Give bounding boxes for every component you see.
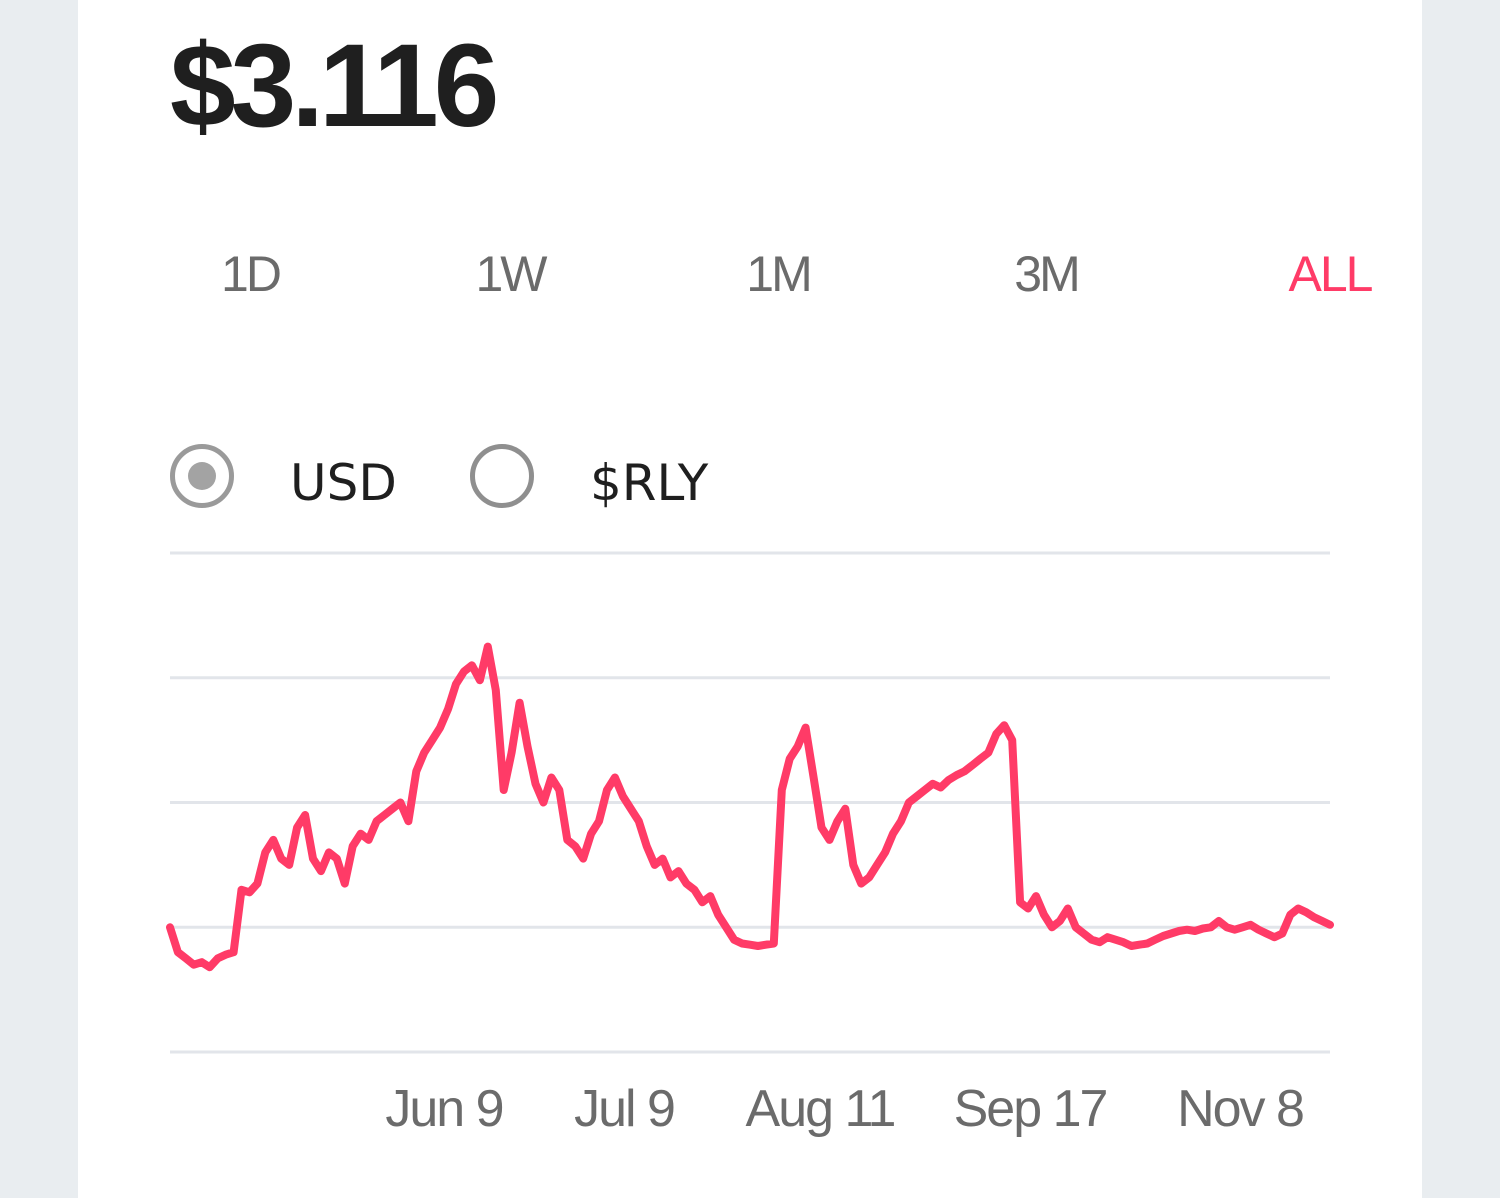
tab-3m[interactable]: 3M [1014, 246, 1080, 302]
price-line [166, 642, 1334, 972]
tab-1m[interactable]: 1M [746, 246, 812, 302]
currency-toggle: USD $RLY [170, 440, 870, 520]
x-tick-label: Nov 8 [1177, 1080, 1303, 1138]
chart-gridlines [170, 551, 1330, 1054]
tab-all[interactable]: ALL [1288, 246, 1374, 302]
x-tick-label: Jul 9 [574, 1080, 674, 1138]
price-card: $3.116 1D 1W 1M 3M ALL USD $RLY Jun 9 Jul… [78, 0, 1422, 1198]
x-tick-label: Sep 17 [954, 1080, 1107, 1138]
price-value: $3.116 [170, 20, 499, 152]
price-chart: Jun 9 Jul 9 Aug 11 Sep 17 Nov 8 [166, 551, 1334, 1138]
x-tick-label: Aug 11 [746, 1080, 895, 1138]
x-axis-ticks: Jun 9 Jul 9 Aug 11 Sep 17 Nov 8 [385, 1080, 1305, 1138]
radio-unchecked-icon[interactable] [470, 444, 534, 508]
radio-checked-icon[interactable] [170, 444, 234, 508]
range-tabs: 1D 1W 1M 3M ALL [78, 245, 1422, 315]
currency-label-rly: $RLY [590, 454, 709, 512]
tab-1d[interactable]: 1D [221, 246, 282, 302]
x-tick-label: Jun 9 [385, 1080, 502, 1138]
currency-label-usd: USD [290, 454, 397, 512]
tab-1w[interactable]: 1W [475, 246, 548, 302]
